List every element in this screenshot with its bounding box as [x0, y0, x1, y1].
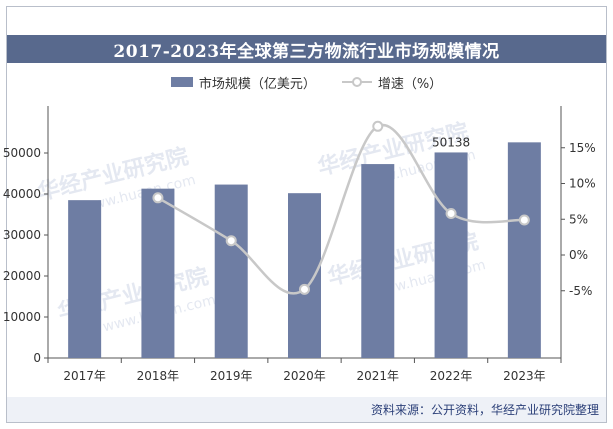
labels-layer: 50138: [432, 135, 470, 149]
x-tick-label: 2020年: [283, 369, 326, 383]
bar: [361, 164, 395, 358]
legend-bar-label: 市场规模（亿美元）: [198, 76, 316, 92]
line-marker-icon: [341, 77, 372, 87]
axes-layer: 0 10000 20000 30000 40000 50000 -5% 0% 5% 10% 15% 2…: [3, 106, 596, 383]
bar: [214, 184, 248, 358]
y-left-tick-label: 0: [33, 351, 41, 365]
watermark-layer: 华经产业研究院www.huaon.com华经产业研究院www.huaon.com…: [35, 118, 487, 335]
title-bar: 2017-2023年全球第三方物流行业市场规模情况: [7, 35, 606, 63]
y-left-tick-label: 20000: [3, 269, 41, 283]
growth-point: [299, 283, 310, 295]
footer-bar: [7, 397, 606, 422]
x-tick-label: 2021年: [357, 369, 400, 383]
chart-title: 2017-2023年全球第三方物流行业市场规模情况: [113, 41, 500, 62]
y-right-tick-label: 15%: [569, 141, 596, 155]
y-right-tick-label: 10%: [569, 177, 596, 191]
x-tick-label: 2018年: [137, 369, 180, 383]
growth-point: [372, 120, 384, 132]
y-right-tick-label: -5%: [569, 284, 592, 298]
bar: [288, 193, 321, 358]
x-tick-label: 2017年: [63, 369, 106, 383]
bar: [141, 188, 175, 358]
growth-point: [152, 192, 164, 204]
growth-line-layer: [152, 120, 530, 295]
y-right-tick-label: 5%: [569, 212, 588, 226]
y-right-tick-label: 0%: [569, 248, 588, 262]
bar: [68, 200, 102, 358]
growth-point: [445, 208, 457, 220]
y-left-tick-label: 50000: [3, 146, 41, 160]
bar: [434, 152, 468, 358]
bar: [507, 142, 541, 358]
bar-data-label: 50138: [432, 135, 470, 149]
x-tick-label: 2022年: [430, 369, 473, 383]
y-left-tick-label: 10000: [3, 310, 41, 324]
y-left-tick-label: 40000: [3, 187, 41, 201]
x-tick-label: 2023年: [503, 369, 546, 383]
x-tick-label: 2019年: [210, 369, 253, 383]
legend: 市场规模（亿美元） 增速（%）: [0, 72, 613, 92]
legend-item-line: 增速（%）: [341, 73, 443, 92]
legend-line-label: 增速（%）: [377, 76, 443, 92]
y-left-tick-label: 30000: [3, 228, 41, 242]
growth-point: [225, 235, 237, 247]
source-note: 资料来源：公开资料，华经产业研究院整理: [370, 403, 599, 417]
legend-item-bar: 市场规模（亿美元）: [170, 73, 316, 92]
growth-point: [518, 214, 530, 226]
bar-swatch-icon: [170, 77, 193, 87]
